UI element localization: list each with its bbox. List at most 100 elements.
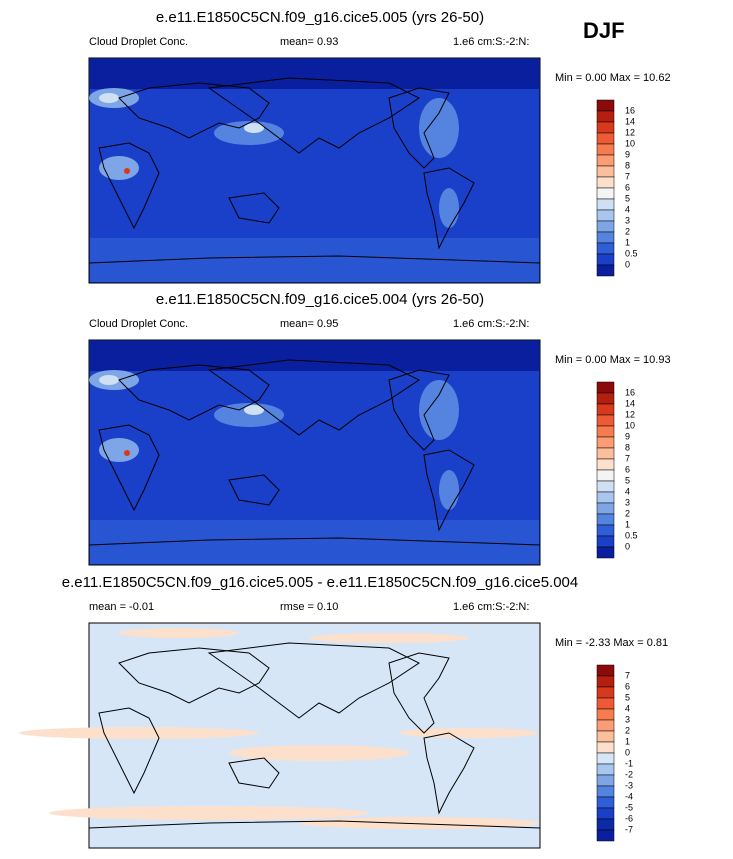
colorbar-label: 14 <box>625 116 635 126</box>
panel-title: e.e11.E1850C5CN.f09_g16.cice5.005 (yrs 2… <box>156 9 484 26</box>
colorbar-label: -7 <box>625 824 633 834</box>
colorbar-box <box>596 231 615 244</box>
map <box>19 622 541 849</box>
colorbar-box <box>596 513 615 526</box>
left-label: mean = -0.01 <box>89 601 154 613</box>
colorbar-label: 0.5 <box>625 248 638 258</box>
colorbar-box <box>596 425 615 438</box>
colorbar-box <box>596 176 615 189</box>
map-field <box>124 168 130 174</box>
colorbar-label: 12 <box>625 127 635 137</box>
map-field <box>244 123 264 133</box>
colorbar-box <box>596 469 615 482</box>
colorbar-box <box>596 436 615 449</box>
colorbar-box <box>596 253 615 266</box>
colorbar-label: 1 <box>625 736 630 746</box>
colorbar-box <box>596 796 615 809</box>
coastline <box>388 87 450 169</box>
colorbar-label: -1 <box>625 758 633 768</box>
colorbar-box <box>596 143 615 156</box>
colorbar-label: 3 <box>625 215 630 225</box>
colorbar-label: 16 <box>625 105 635 115</box>
colorbar-box <box>596 187 615 200</box>
map <box>88 57 541 284</box>
colorbar-label: 8 <box>625 442 630 452</box>
colorbar-box <box>596 697 615 710</box>
colorbar-box <box>596 264 615 277</box>
coastline <box>118 364 270 421</box>
colorbar-label: 16 <box>625 387 635 397</box>
colorbar-label: 5 <box>625 692 630 702</box>
colorbar-box <box>596 546 615 559</box>
map-field <box>99 375 119 385</box>
coastline <box>98 142 160 230</box>
center-label: rmse = 0.10 <box>280 601 338 613</box>
colorbar-box <box>596 480 615 493</box>
colorbar-box <box>596 719 615 732</box>
colorbar-box <box>596 535 615 548</box>
colorbar-box <box>596 491 615 504</box>
colorbar-box <box>596 686 615 699</box>
map-field <box>214 403 284 427</box>
colorbar-label: 1 <box>625 519 630 529</box>
colorbar-label: 0 <box>625 541 630 551</box>
map-field <box>419 380 459 440</box>
colorbar-box <box>596 741 615 754</box>
colorbar-box <box>596 392 615 405</box>
colorbar-label: 9 <box>625 149 630 159</box>
colorbar-label: 8 <box>625 160 630 170</box>
map-field <box>99 438 139 462</box>
colorbar-box <box>596 502 615 515</box>
colorbar-label: -2 <box>625 769 633 779</box>
coastline <box>423 449 475 532</box>
coastline <box>98 707 160 795</box>
colorbar-box <box>596 110 615 123</box>
left-label: Cloud Droplet Conc. <box>89 36 188 48</box>
colorbar-box <box>596 198 615 211</box>
colorbar-box <box>596 675 615 688</box>
colorbar-label: 2 <box>625 725 630 735</box>
center-label: mean= 0.95 <box>280 318 338 330</box>
colorbar-label: -6 <box>625 813 633 823</box>
colorbar-box <box>596 458 615 471</box>
coastline <box>207 642 420 719</box>
colorbar-label: 9 <box>625 431 630 441</box>
units-label: 1.e6 cm:S:-2:N: <box>453 318 529 330</box>
colorbar-box <box>596 242 615 255</box>
coastline <box>118 647 270 704</box>
map-field <box>99 156 139 180</box>
colorbar-box <box>596 708 615 721</box>
map <box>88 339 541 566</box>
coastline <box>88 255 541 284</box>
coastline <box>423 732 475 815</box>
colorbar-label: -3 <box>625 780 633 790</box>
colorbar-label: 0.5 <box>625 530 638 540</box>
colorbar-box <box>596 829 615 842</box>
coastline <box>228 474 280 506</box>
colorbar-box <box>596 403 615 416</box>
colorbar-label: 5 <box>625 193 630 203</box>
map-field <box>214 121 284 145</box>
coastline <box>118 82 270 139</box>
map-field <box>19 727 259 739</box>
colorbar-box <box>596 763 615 776</box>
colorbar-label: 1 <box>625 237 630 247</box>
coastline <box>207 359 420 436</box>
map-field <box>99 93 119 103</box>
coastline <box>207 77 420 154</box>
colorbar-box <box>596 807 615 820</box>
colorbar-label: 10 <box>625 138 635 148</box>
coastline <box>88 820 541 849</box>
coastline <box>88 537 541 566</box>
left-label: Cloud Droplet Conc. <box>89 318 188 330</box>
colorbar-label: 0 <box>625 747 630 757</box>
min-max: Min = -2.33 Max = 0.81 <box>555 637 668 649</box>
colorbar-box <box>596 730 615 743</box>
colorbar-label: 4 <box>625 486 630 496</box>
panel-title: e.e11.E1850C5CN.f09_g16.cice5.005 - e.e1… <box>62 574 578 591</box>
coastline <box>98 424 160 512</box>
map-field <box>439 470 459 510</box>
map-field <box>439 188 459 228</box>
colorbar-label: 6 <box>625 182 630 192</box>
